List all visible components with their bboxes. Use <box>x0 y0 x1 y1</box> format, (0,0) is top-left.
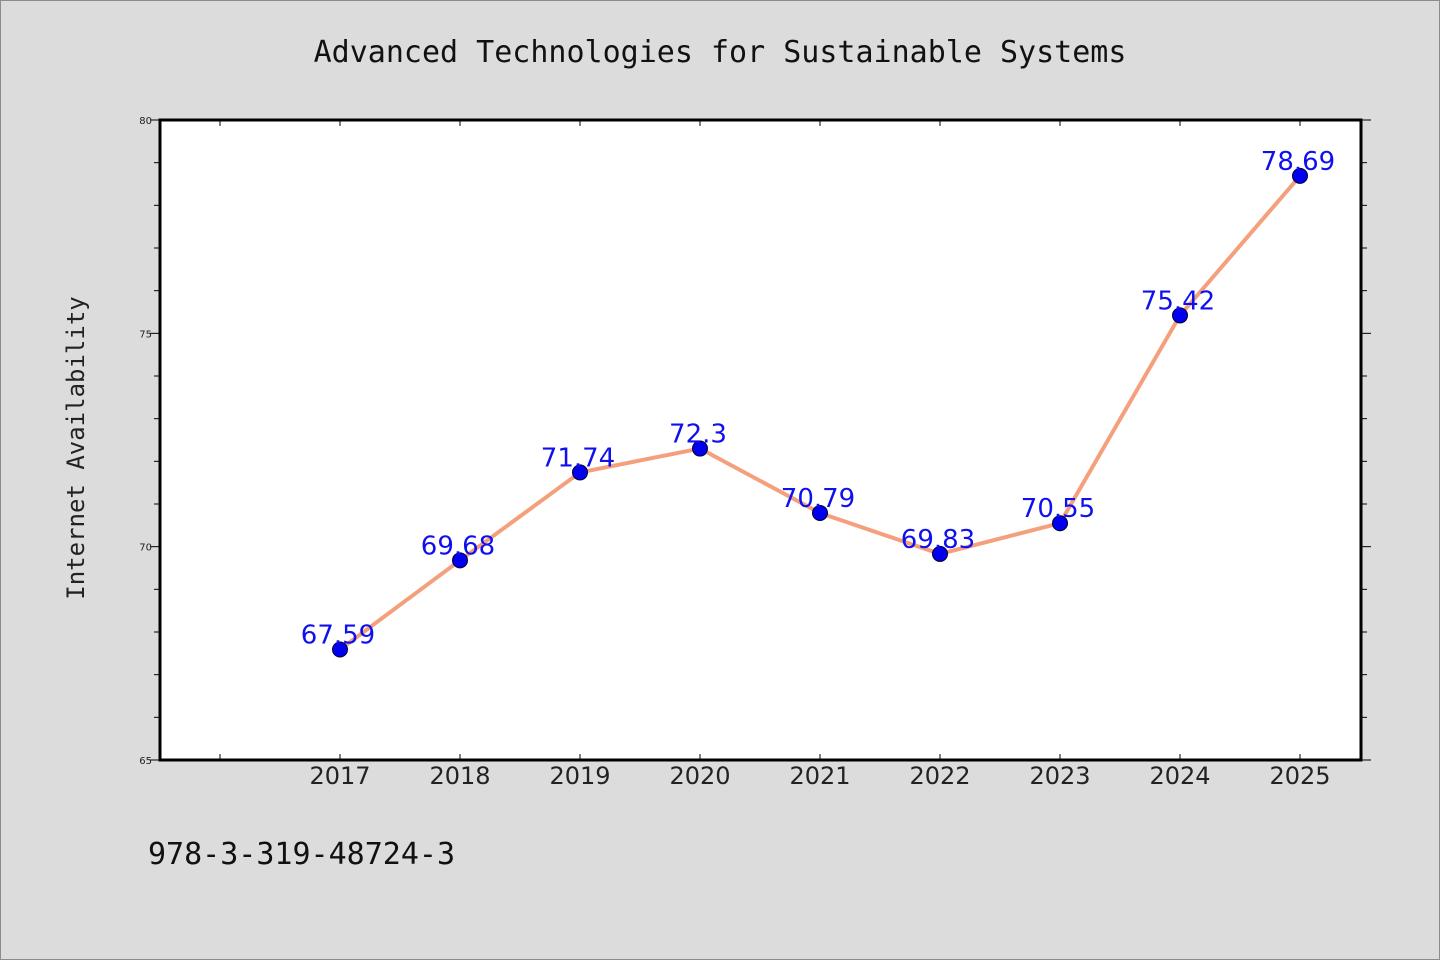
data-label: 75.42 <box>1141 286 1215 316</box>
data-point <box>572 464 588 481</box>
data-point <box>812 504 828 521</box>
x-tick-label: 2020 <box>669 762 730 790</box>
series-layer <box>332 167 1308 658</box>
data-point <box>692 440 708 457</box>
y-axis-label: Internet Availability <box>62 296 90 599</box>
x-tick-label: 2025 <box>1269 762 1330 790</box>
data-point <box>1052 515 1068 532</box>
x-tick-label: 2018 <box>429 762 490 790</box>
x-axis-ticks: 2017 2018 2019 2020 2021 2022 2023 2024 2025 <box>219 120 1331 790</box>
data-point <box>932 545 948 562</box>
data-point <box>1292 167 1308 184</box>
data-point <box>332 641 348 658</box>
data-label: 69.83 <box>901 525 975 555</box>
x-tick-label: 2022 <box>909 762 970 790</box>
data-point <box>1172 307 1188 324</box>
chart-title: Advanced Technologies for Sustainable Sy… <box>314 35 1127 70</box>
data-label: 70.55 <box>1021 494 1095 524</box>
x-tick-label: 2017 <box>309 762 370 790</box>
data-label: 67.59 <box>301 620 375 650</box>
x-tick-label: 2021 <box>789 762 850 790</box>
isbn-text: 978-3-319-48724-3 <box>148 837 455 872</box>
x-tick-label: 2023 <box>1029 762 1090 790</box>
data-label: 71.74 <box>541 443 615 473</box>
x-tick-label: 2024 <box>1149 762 1210 790</box>
x-tick-label: 2019 <box>549 762 610 790</box>
data-label: 78.69 <box>1261 147 1335 177</box>
data-label: 69.68 <box>421 531 495 561</box>
data-label-layer: 67.59 69.68 71.74 72.3 70.79 69.83 70.55 75.42 7… <box>301 147 1335 651</box>
y-axis-ticks: 65 70 75 80 <box>139 116 1371 767</box>
data-label: 72.3 <box>669 420 727 450</box>
y-tick-label: 80 <box>139 116 152 127</box>
y-tick-label: 70 <box>139 543 152 554</box>
data-point <box>452 552 468 569</box>
data-label: 70.79 <box>781 484 855 514</box>
y-tick-label: 65 <box>139 756 152 767</box>
y-tick-label: 75 <box>139 329 152 340</box>
plot-area <box>158 118 1363 762</box>
